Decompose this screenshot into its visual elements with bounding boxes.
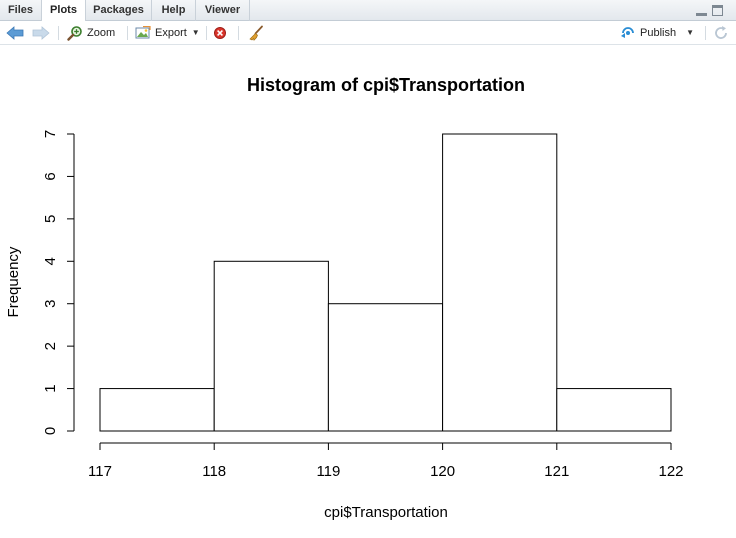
toolbar-separator [705, 26, 706, 40]
tab-plots[interactable]: Plots [42, 0, 86, 22]
export-label: Export [155, 26, 187, 39]
toolbar-separator [206, 26, 207, 40]
chart-title: Histogram of cpi$Transportation [247, 75, 525, 95]
toolbar-separator [238, 26, 239, 40]
x-tick-label: 119 [316, 463, 340, 480]
forward-arrow-icon [32, 25, 50, 40]
zoom-label: Zoom [87, 26, 116, 39]
chevron-down-icon: ▼ [686, 28, 694, 37]
plot-viewer: Histogram of cpi$Transportation cpi$Tran… [0, 45, 736, 538]
clear-all-plots-button[interactable] [248, 21, 264, 44]
publish-icon [620, 26, 636, 40]
x-tick-label: 118 [202, 463, 226, 480]
histogram-bar [99, 388, 215, 432]
export-icon [135, 25, 151, 40]
histogram-bar [213, 260, 329, 432]
x-tick-label: 117 [88, 463, 112, 480]
histogram-bar [442, 133, 558, 432]
zoom-button[interactable]: Zoom [67, 21, 115, 44]
x-tick-label: 122 [658, 463, 683, 480]
zoom-icon [67, 25, 83, 41]
plots-toolbar: Zoom Export ▼ [0, 21, 736, 45]
toolbar-separator [127, 26, 128, 40]
y-tick-label: 7 [42, 130, 59, 138]
forward-button[interactable] [32, 21, 50, 44]
y-axis-label: Frequency [5, 246, 22, 317]
x-tick-label: 121 [544, 463, 569, 480]
x-axis: 117 118 119 120 121 122 [88, 442, 684, 480]
minimize-pane-button[interactable] [696, 7, 707, 16]
y-tick-label: 6 [42, 172, 59, 180]
refresh-button[interactable] [713, 21, 729, 44]
tab-packages[interactable]: Packages [86, 0, 152, 21]
histogram-chart: Histogram of cpi$Transportation cpi$Tran… [5, 75, 684, 521]
y-axis: 0 1 2 3 4 5 6 7 [42, 130, 75, 435]
histogram-bar [556, 388, 672, 432]
histogram-bar [327, 303, 444, 432]
y-tick-label: 0 [42, 427, 59, 435]
tab-help[interactable]: Help [152, 0, 196, 21]
x-axis-label: cpi$Transportation [324, 504, 448, 521]
back-arrow-icon [6, 25, 24, 40]
chevron-down-icon: ▼ [191, 28, 200, 37]
y-tick-label: 4 [42, 257, 59, 265]
pane-tab-strip: Files Plots Packages Help Viewer [0, 0, 736, 22]
back-button[interactable] [6, 21, 24, 44]
x-tick-label: 120 [430, 463, 455, 480]
publish-label: Publish [640, 26, 677, 39]
remove-plot-button[interactable] [213, 21, 227, 44]
y-tick-label: 3 [42, 300, 59, 308]
export-menu-button[interactable]: Export ▼ [135, 21, 200, 44]
y-tick-label: 2 [42, 342, 59, 350]
refresh-icon [713, 25, 729, 41]
remove-plot-icon [213, 26, 227, 40]
y-tick-label: 1 [42, 384, 59, 392]
broom-icon [248, 25, 264, 41]
publish-menu-button[interactable]: Publish ▼ [620, 21, 694, 44]
maximize-pane-button[interactable] [712, 5, 723, 16]
tab-viewer[interactable]: Viewer [196, 0, 250, 21]
toolbar-separator [58, 26, 59, 40]
tab-files[interactable]: Files [0, 0, 42, 21]
y-tick-label: 5 [42, 215, 59, 223]
histogram-bars [99, 133, 672, 432]
